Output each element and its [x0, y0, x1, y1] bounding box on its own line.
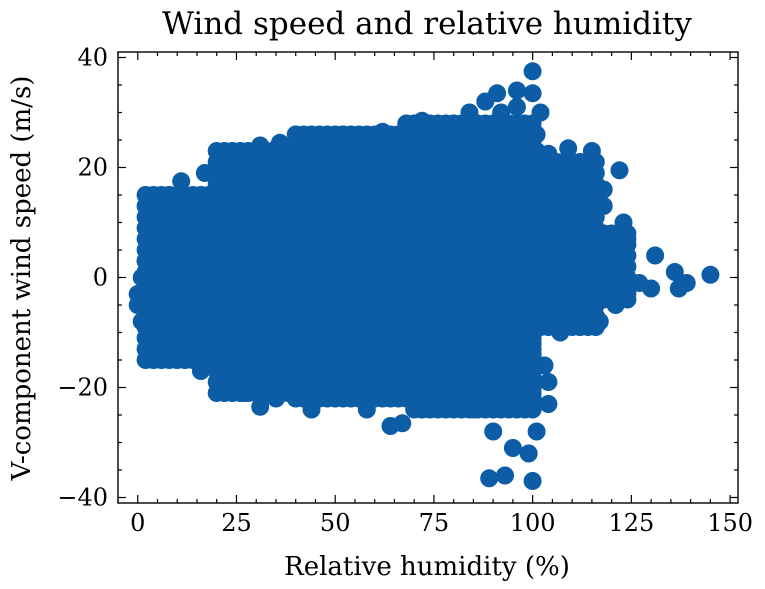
data-point: [215, 373, 234, 391]
x-axis: 0 25 50 75 100 125 150: [117, 52, 753, 537]
data-point: [357, 128, 376, 147]
data-point: [373, 122, 392, 141]
data-point: [128, 296, 147, 314]
data-point: [523, 472, 542, 490]
data-point: [160, 186, 179, 204]
data-point: [215, 155, 234, 174]
data-point: [551, 323, 570, 342]
y-tick-label: 20: [77, 154, 108, 182]
x-tick-label: 25: [221, 509, 252, 537]
data-point: [140, 230, 159, 248]
data-point: [172, 172, 191, 191]
data-point: [507, 81, 526, 100]
y-tick-label: 0: [93, 264, 108, 292]
data-point: [310, 131, 329, 149]
data-point: [393, 414, 412, 433]
data-point: [646, 246, 665, 265]
data-point: [539, 373, 558, 391]
data-point: [195, 164, 214, 182]
data-point: [614, 213, 633, 232]
x-tick-label: 125: [608, 509, 654, 537]
y-axis: −40 −20 0 20 40: [57, 44, 738, 512]
data-point: [132, 312, 151, 331]
x-tick-label: 100: [510, 509, 556, 537]
data-point: [531, 103, 550, 122]
data-point: [618, 230, 637, 248]
data-point: [302, 400, 321, 419]
data-point: [476, 92, 495, 111]
data-point: [413, 400, 432, 419]
data-point: [164, 345, 183, 364]
data-point: [480, 469, 499, 488]
data-point: [235, 150, 254, 169]
data-point: [559, 139, 578, 158]
data-point: [630, 274, 649, 292]
chart-title: Wind speed and relative humidity: [162, 6, 692, 42]
data-point: [665, 263, 684, 281]
data-point: [484, 422, 503, 441]
data-point: [294, 133, 313, 152]
data-point: [582, 142, 601, 160]
data-point: [610, 161, 629, 180]
data-point: [527, 422, 546, 441]
data-point: [235, 384, 254, 402]
data-point: [535, 356, 554, 375]
x-tick-label: 50: [320, 509, 351, 537]
data-point: [527, 142, 546, 160]
data-point: [519, 444, 538, 463]
data-point: [606, 296, 625, 314]
data-point: [136, 252, 155, 270]
data-point: [602, 274, 621, 292]
y-axis-label: V-component wind speed (m/s): [7, 76, 37, 482]
data-point: [594, 180, 613, 199]
data-point: [523, 62, 542, 81]
data-point: [701, 265, 720, 284]
data-point: [571, 318, 589, 336]
y-tick-label: 40: [77, 44, 108, 72]
data-point: [519, 120, 538, 138]
data-point: [555, 241, 574, 259]
data-point: [618, 285, 637, 303]
y-tick-label: −20: [57, 374, 108, 402]
data-point: [594, 197, 613, 215]
data-point: [464, 400, 483, 419]
x-tick-label: 75: [419, 509, 450, 537]
data-point: [496, 466, 514, 485]
data-point: [444, 114, 463, 133]
x-axis-label: Relative humidity (%): [284, 552, 570, 582]
data-point: [492, 103, 511, 122]
data-point: [677, 274, 696, 292]
data-point: [334, 378, 353, 397]
x-tick-label: 150: [707, 509, 753, 537]
data-point: [251, 136, 270, 155]
data-point: [148, 213, 167, 232]
data-point: [440, 389, 459, 408]
data-point: [523, 84, 542, 103]
data-point: [503, 439, 522, 457]
data-point: [357, 400, 376, 419]
data-point: [191, 362, 210, 380]
scatter-points: [128, 62, 720, 490]
x-tick-label: 0: [130, 509, 145, 537]
data-point: [267, 389, 285, 408]
data-point: [575, 175, 593, 193]
data-point: [251, 397, 270, 416]
data-point: [270, 133, 289, 152]
data-point: [397, 114, 416, 133]
data-point: [144, 329, 163, 347]
data-point: [507, 98, 526, 116]
data-point: [413, 111, 432, 130]
y-tick-label: −40: [57, 484, 108, 512]
data-point: [334, 125, 353, 144]
data-point: [460, 103, 479, 122]
data-point: [132, 268, 151, 287]
data-point: [563, 285, 582, 303]
data-point: [539, 395, 558, 413]
data-point: [590, 312, 609, 331]
